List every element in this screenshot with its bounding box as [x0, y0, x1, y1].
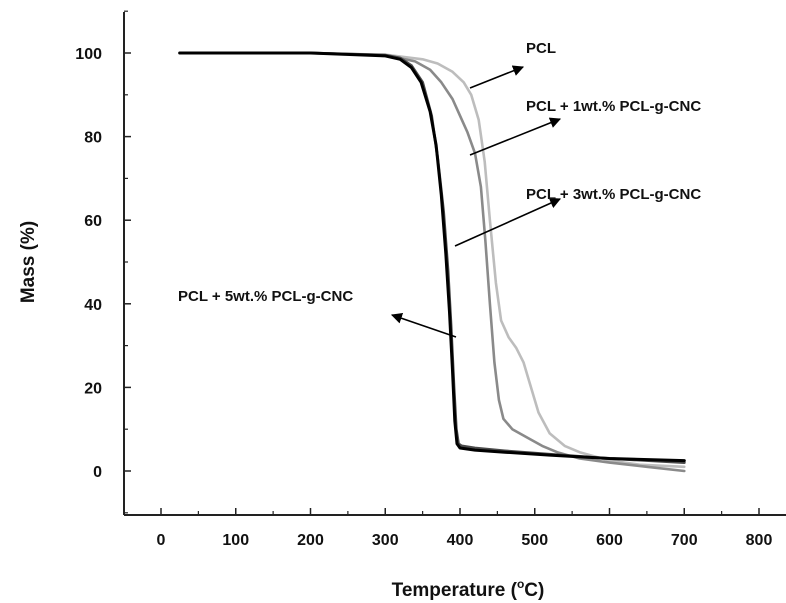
- annotation-pcl-3wt: PCL + 3wt.% PCL-g-CNC: [526, 186, 701, 203]
- annotation-pcl-5wt: PCL + 5wt.% PCL-g-CNC: [178, 288, 353, 305]
- x-tick-label: 500: [521, 532, 548, 549]
- x-axis-title: Temperature (oC): [392, 577, 545, 601]
- curves: [178, 51, 686, 473]
- series-line-pcl-1wt-pcl-g-cnc: [178, 51, 686, 473]
- axes: [123, 12, 786, 516]
- annotation-arrows: [390, 65, 562, 338]
- x-tick-label: 200: [297, 532, 324, 549]
- arrow-1wt: [469, 117, 562, 156]
- x-tick-label: 600: [596, 532, 623, 549]
- x-ticks: 0 100 200 300 400 500 600 700 800: [157, 508, 773, 549]
- x-tick-label: 300: [372, 532, 399, 549]
- arrow-5wt: [390, 313, 457, 338]
- x-tick-label: 700: [671, 532, 698, 549]
- y-tick-label: 0: [93, 464, 102, 481]
- y-ticks: 0 20 40 60 80 100: [75, 10, 131, 514]
- arrow-3wt: [454, 198, 562, 247]
- series-line-pcl: [178, 51, 686, 469]
- x-tick-label: 400: [447, 532, 474, 549]
- annotation-pcl: PCL: [526, 40, 556, 57]
- y-tick-label: 40: [84, 297, 102, 314]
- series-line-pcl-5wt-pcl-g-cnc: [178, 51, 686, 463]
- y-tick-label: 80: [84, 130, 102, 147]
- y-tick-label: 100: [75, 46, 102, 63]
- arrow-pcl: [469, 65, 525, 89]
- x-tick-label: 100: [222, 532, 249, 549]
- x-tick-label: 800: [746, 532, 773, 549]
- x-tick-label: 0: [157, 532, 166, 549]
- y-tick-label: 60: [84, 213, 102, 230]
- annotation-pcl-1wt: PCL + 1wt.% PCL-g-CNC: [526, 98, 701, 115]
- y-tick-label: 20: [84, 380, 102, 397]
- y-axis-title: Mass (%): [18, 221, 39, 303]
